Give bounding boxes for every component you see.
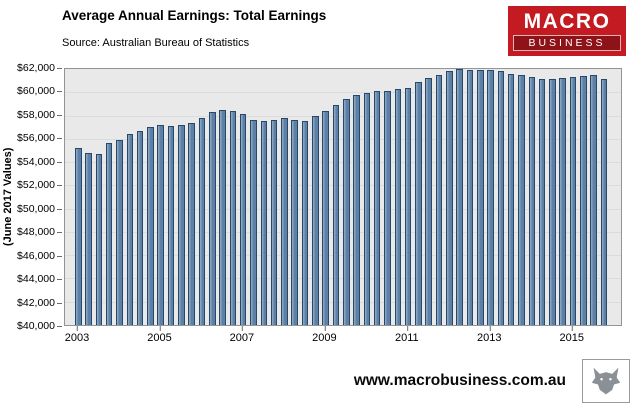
earnings-bar bbox=[188, 122, 195, 325]
earnings-bar bbox=[487, 70, 494, 325]
gridline bbox=[65, 92, 621, 94]
earnings-bar bbox=[466, 70, 474, 325]
y-tick-label: $60,000 bbox=[17, 85, 62, 98]
earnings-bar bbox=[384, 91, 391, 325]
y-tick-label: $42,000 bbox=[17, 296, 62, 309]
earnings-bar bbox=[425, 78, 432, 325]
earnings-bar bbox=[291, 120, 298, 325]
earnings-bar bbox=[157, 124, 164, 325]
chart-title: Average Annual Earnings: Total Earnings bbox=[62, 8, 327, 23]
earnings-bar bbox=[394, 88, 402, 325]
earnings-bar bbox=[167, 126, 175, 325]
earnings-bar bbox=[178, 124, 185, 325]
chart-source: Source: Australian Bureau of Statistics bbox=[62, 37, 250, 49]
x-tick-label: 2009 bbox=[312, 326, 337, 344]
y-tick-label: $54,000 bbox=[17, 155, 62, 168]
earnings-bar bbox=[85, 152, 92, 325]
plot-area bbox=[64, 68, 622, 326]
earnings-bar bbox=[477, 70, 484, 325]
earnings-bar bbox=[538, 79, 546, 325]
logo-text-macro: MACRO bbox=[523, 10, 611, 33]
earnings-bar bbox=[209, 112, 216, 325]
earnings-bar bbox=[219, 109, 226, 325]
earnings-bar bbox=[446, 71, 453, 325]
earnings-bar bbox=[456, 69, 463, 325]
earnings-bar bbox=[518, 74, 525, 325]
earnings-bar bbox=[590, 74, 597, 325]
earnings-bar bbox=[75, 148, 82, 325]
y-tick-label: $62,000 bbox=[17, 62, 62, 74]
earnings-bar bbox=[580, 75, 587, 325]
earnings-bar bbox=[363, 93, 371, 325]
earnings-bar bbox=[239, 114, 247, 325]
earnings-bar bbox=[507, 73, 515, 325]
earnings-bar bbox=[229, 110, 237, 325]
earnings-bar bbox=[281, 117, 288, 325]
x-tick-label: 2013 bbox=[477, 326, 502, 344]
wolf-logo-icon bbox=[591, 367, 621, 395]
y-tick-label: $58,000 bbox=[17, 108, 62, 121]
earnings-bar bbox=[301, 121, 309, 325]
earnings-bar bbox=[198, 117, 206, 325]
earnings-bar bbox=[95, 153, 103, 325]
macrobusiness-logo: MACRO BUSINESS bbox=[508, 6, 626, 56]
earnings-bar bbox=[136, 130, 144, 325]
earnings-bar bbox=[559, 78, 566, 325]
earnings-bar bbox=[528, 77, 536, 325]
x-tick-label: 2007 bbox=[229, 326, 255, 344]
footer-logo-box bbox=[582, 359, 630, 403]
y-axis-title: (June 2017 Values) bbox=[2, 147, 14, 247]
x-tick-label: 2011 bbox=[395, 326, 419, 344]
earnings-bar bbox=[353, 94, 360, 325]
earnings-bar bbox=[147, 127, 154, 325]
y-axis-tick-labels: $62,000 $60,000 $58,000 $56,000 $54,000 $52,0… bbox=[16, 62, 63, 332]
earnings-bar bbox=[373, 91, 381, 325]
earnings-bar bbox=[116, 139, 123, 325]
y-tick-label: $56,000 bbox=[17, 132, 62, 145]
earnings-bar bbox=[569, 77, 577, 325]
y-tick-label: $44,000 bbox=[17, 273, 62, 286]
y-tick-label: $46,000 bbox=[17, 249, 62, 262]
earnings-bar bbox=[343, 99, 350, 325]
earnings-bar bbox=[497, 71, 505, 325]
earnings-bar bbox=[332, 105, 340, 325]
y-tick-label: $40,000 bbox=[17, 320, 62, 332]
earnings-bar bbox=[322, 110, 329, 325]
earnings-bar bbox=[270, 120, 278, 325]
earnings-bar bbox=[415, 81, 422, 325]
earnings-bar bbox=[404, 87, 412, 325]
x-axis-tick-labels: 2003 2005 2007 2009 2011 2013 2015 bbox=[64, 326, 622, 345]
y-tick-label: $50,000 bbox=[17, 202, 62, 215]
earnings-bar bbox=[105, 143, 113, 325]
earnings-bar bbox=[250, 120, 257, 325]
logo-text-business: BUSINESS bbox=[513, 35, 621, 51]
footer-url: www.macrobusiness.com.au bbox=[353, 372, 566, 389]
y-tick-label: $52,000 bbox=[17, 179, 62, 192]
earnings-bar bbox=[312, 115, 319, 325]
earnings-bar bbox=[435, 74, 443, 325]
x-tick-label: 2003 bbox=[64, 326, 90, 344]
x-tick-label: 2015 bbox=[559, 326, 585, 344]
earnings-bar bbox=[260, 121, 268, 325]
earnings-bar bbox=[600, 79, 608, 325]
earnings-bar bbox=[549, 79, 556, 325]
x-tick-label: 2005 bbox=[147, 326, 172, 344]
earnings-bar bbox=[126, 134, 134, 325]
y-tick-label: $48,000 bbox=[17, 226, 62, 239]
